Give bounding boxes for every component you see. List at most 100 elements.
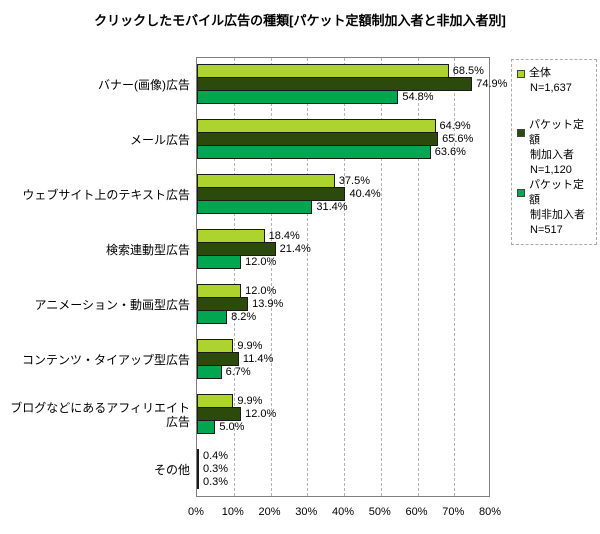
legend-label: 全体 xyxy=(529,67,551,79)
bar-パケット定額制非加入者 xyxy=(197,365,222,379)
x-tick-label: 0% xyxy=(188,506,204,518)
category-label: バナー(画像)広告 xyxy=(98,77,190,92)
bar-line: 40.4% xyxy=(197,187,381,201)
bar-パケット定額制非加入者 xyxy=(197,145,431,159)
legend-label: N=1,120 xyxy=(530,164,572,176)
bar-全体 xyxy=(197,394,234,408)
x-tick-label: 60% xyxy=(405,506,428,518)
bar-line: 0.3% xyxy=(197,462,228,476)
bar-全体 xyxy=(197,339,234,353)
x-tick-label: 20% xyxy=(258,506,281,518)
bar-value-label: 13.9% xyxy=(252,298,284,310)
x-tick-label: 70% xyxy=(442,506,465,518)
legend-label: N=517 xyxy=(530,224,563,236)
legend-entry-line: 全体 xyxy=(517,66,593,81)
category-label: 検索連動型広告 xyxy=(105,242,190,257)
bar-パケット定額制非加入者 xyxy=(197,475,199,489)
bar-value-label: 0.3% xyxy=(203,476,229,488)
bar-group: 64.9% 65.6% 63.6% xyxy=(197,113,489,168)
bar-line: 68.5% xyxy=(197,64,484,78)
bar-line: 12.0% xyxy=(197,407,276,421)
legend-swatch xyxy=(517,129,525,137)
bar-value-label: 11.4% xyxy=(242,353,274,365)
bar-value-label: 0.3% xyxy=(203,463,229,475)
x-tick-label: 40% xyxy=(331,506,355,518)
bar-全体 xyxy=(197,119,436,133)
bar-全体 xyxy=(197,284,242,298)
bar-パケット定額制非加入者 xyxy=(197,200,313,214)
plot-area: 68.5% 74.9% 54.8% 64.9% 65.6% 63.6% 37.5% 40.4%… xyxy=(196,57,507,498)
bar-パケット定額制加入者 xyxy=(197,407,242,421)
bar-value-label: 12.0% xyxy=(245,408,277,420)
category-axis: バナー(画像)広告メール広告ウェブサイト上のテキスト広告検索連動型広告アニメーシ… xyxy=(0,57,190,497)
bar-パケット定額制非加入者 xyxy=(197,90,399,104)
bar-group: 68.5% 74.9% 54.8% xyxy=(197,58,507,113)
category-label: ウェブサイト上のテキスト広告 xyxy=(22,187,190,202)
bar-line: 6.7% xyxy=(197,365,251,379)
gridline xyxy=(344,58,345,496)
x-tick-label: 30% xyxy=(295,506,318,518)
x-tick-label: 10% xyxy=(221,506,244,518)
category-label: メール広告 xyxy=(129,132,190,147)
legend-label: パケット定額 xyxy=(529,179,584,206)
bar-line: 65.6% xyxy=(197,132,473,146)
gridline xyxy=(454,58,456,496)
x-tick-label: 80% xyxy=(478,506,502,518)
bar-全体 xyxy=(197,449,199,463)
bar-line: 12.0% xyxy=(197,255,276,269)
bar-value-label: 12.0% xyxy=(245,285,277,297)
legend-label: N=1,637 xyxy=(530,82,572,94)
bar-パケット定額制加入者 xyxy=(197,77,473,91)
legend: 全体 N=1,637 パケット定額 制加入者 N=1,120 パケット定額 制非加入者 N=5… xyxy=(511,59,597,245)
legend-swatch xyxy=(517,69,525,78)
bar-line: 18.4% xyxy=(197,229,300,243)
bar-value-label: 68.5% xyxy=(452,65,484,77)
legend-entry-line: パケット定額 xyxy=(517,118,593,148)
bar-line: 13.9% xyxy=(197,297,283,311)
legend-swatch xyxy=(517,189,525,197)
bar-line: 37.5% xyxy=(197,174,370,188)
bar-value-label: 18.4% xyxy=(268,230,300,242)
bar-パケット定額制加入者 xyxy=(197,242,276,256)
bar-group: 12.0% 13.9% 8.2% xyxy=(197,278,489,333)
legend-label: 制加入者 xyxy=(530,149,574,161)
bar-group: 9.9% 12.0% 5.0% xyxy=(197,388,489,443)
bar-group: 18.4% 21.4% 12.0% xyxy=(197,223,489,278)
bar-value-label: 64.9% xyxy=(439,120,471,132)
legend-item: パケット定額 制非加入者 N=517 xyxy=(517,178,593,238)
bar-value-label: 63.6% xyxy=(434,146,466,158)
bar-value-label: 37.5% xyxy=(338,175,371,187)
bar-value-label: 31.4% xyxy=(316,201,348,213)
bar-パケット定額制加入者 xyxy=(197,187,346,201)
legend-item: 全体 N=1,637 xyxy=(517,66,593,96)
bar-value-label: 0.4% xyxy=(203,450,229,462)
bar-line: 9.9% xyxy=(197,394,262,408)
bar-line: 54.8% xyxy=(197,90,434,104)
bar-group: 37.5% 40.4% 31.4% xyxy=(197,168,489,223)
bar-全体 xyxy=(197,64,449,78)
bar-line: 8.2% xyxy=(197,310,256,324)
category-label: アニメーション・動画型広告 xyxy=(34,297,190,312)
bar-line: 31.4% xyxy=(197,200,348,214)
bar-全体 xyxy=(197,229,265,243)
bar-line: 74.9% xyxy=(197,77,507,91)
gridline xyxy=(380,58,382,496)
bar-value-label: 74.9% xyxy=(476,78,508,90)
bar-value-label: 5.0% xyxy=(219,421,245,433)
x-tick-label: 50% xyxy=(368,506,391,518)
gridline xyxy=(417,58,419,496)
category-label: その他 xyxy=(153,462,190,477)
gridline xyxy=(307,58,309,496)
bar-group: 0.4% 0.3% 0.3% xyxy=(197,443,489,498)
bar-value-label: 12.0% xyxy=(245,256,277,268)
bar-パケット定額制加入者 xyxy=(197,352,239,366)
x-axis: 0% 10% 20% 30% 40% 50% 60% 70% 80% xyxy=(0,506,600,522)
bar-パケット定額制非加入者 xyxy=(197,420,216,434)
bar-line: 5.0% xyxy=(197,420,244,434)
bar-value-label: 9.9% xyxy=(237,395,263,407)
category-label: コンテンツ・タイアップ型広告 xyxy=(21,352,190,367)
bar-line: 0.3% xyxy=(197,475,228,489)
bar-value-label: 65.6% xyxy=(442,133,474,145)
bar-line: 0.4% xyxy=(197,449,228,463)
bar-パケット定額制加入者 xyxy=(197,297,249,311)
